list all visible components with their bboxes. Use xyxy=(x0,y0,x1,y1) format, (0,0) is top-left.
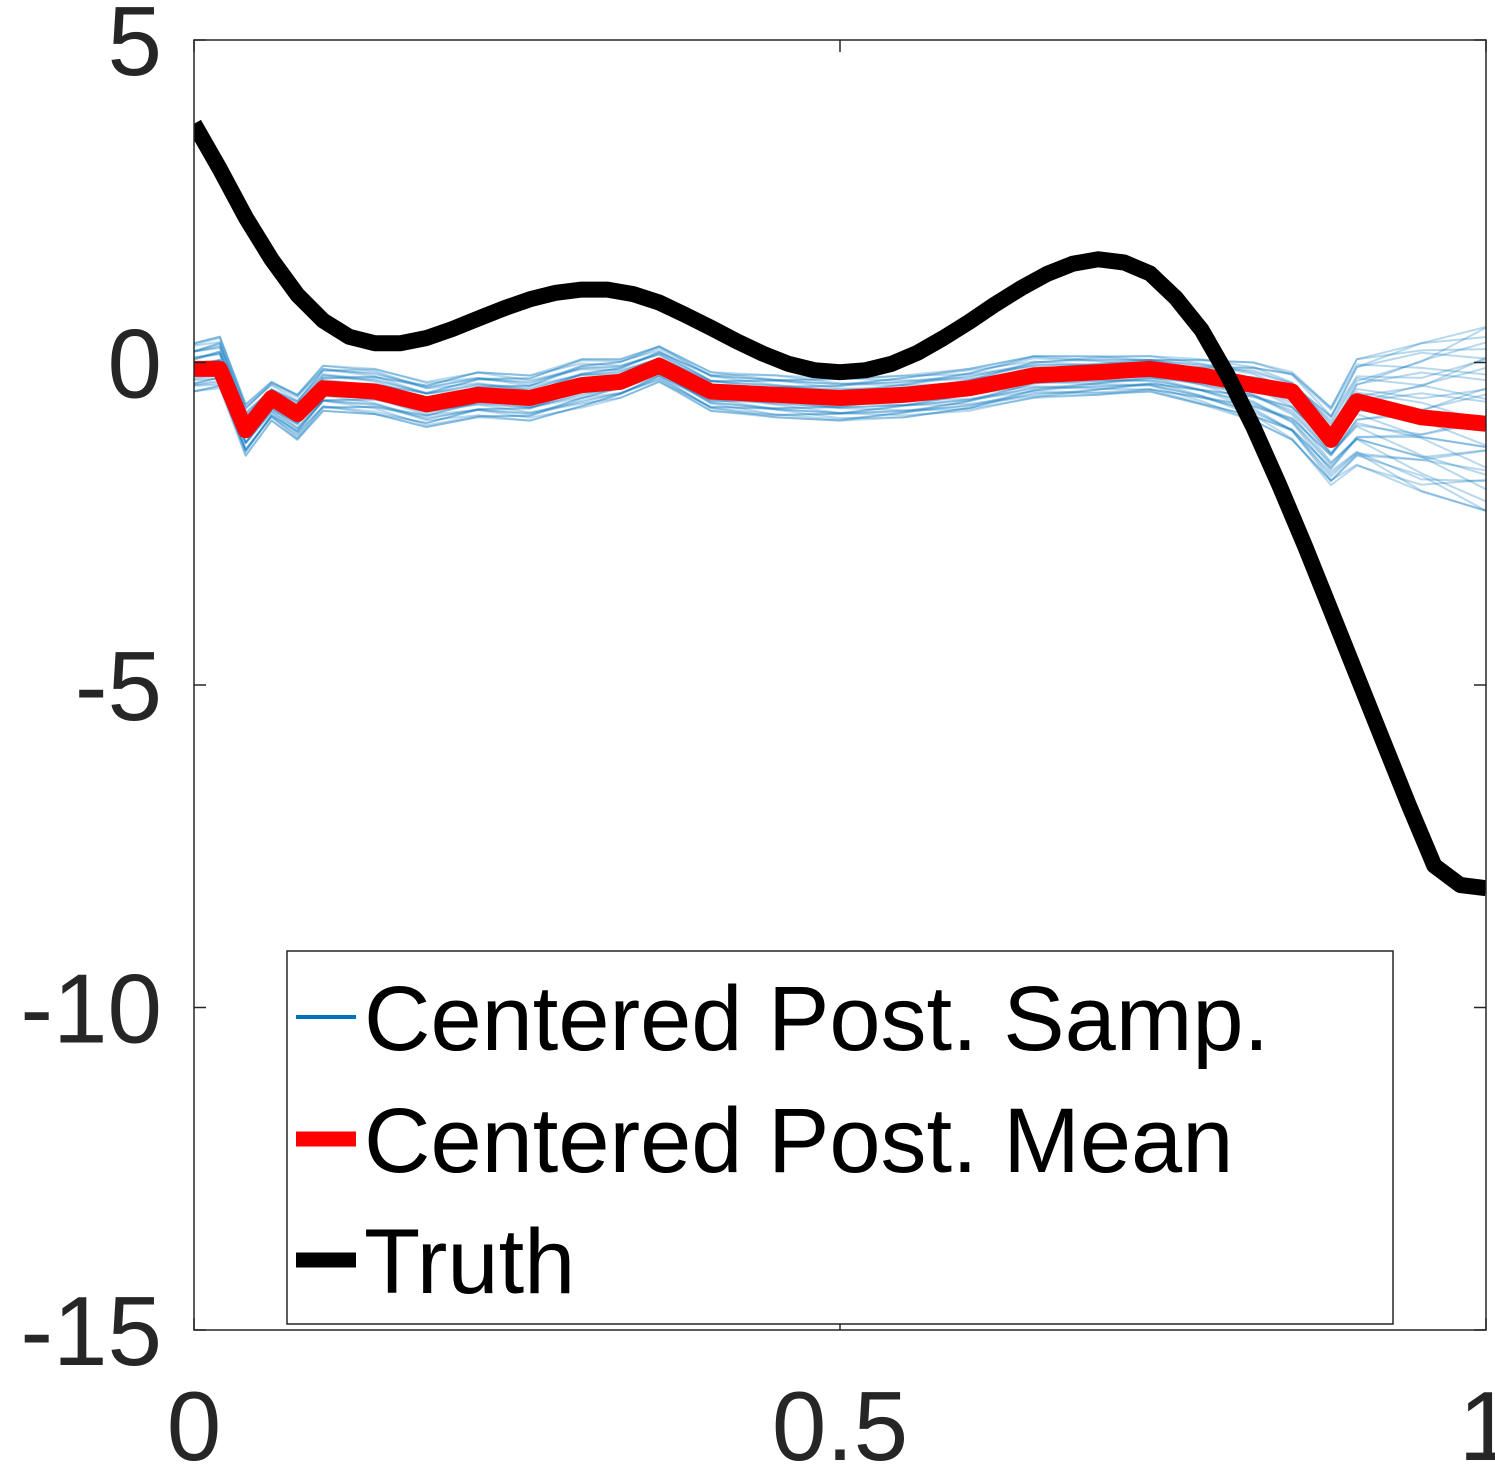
y-tick-label: -10 xyxy=(20,954,162,1064)
x-tick-label: 1 xyxy=(1459,1371,1495,1468)
legend-label-mean: Centered Post. Mean xyxy=(364,1090,1233,1192)
posterior-sample-line xyxy=(194,374,1486,483)
posterior-sample-line xyxy=(194,380,1486,487)
y-tick-label: -15 xyxy=(20,1276,162,1386)
y-tick-label: -5 xyxy=(75,631,162,741)
posterior-sample-line xyxy=(194,372,1486,503)
posterior-sample-line xyxy=(194,326,1486,425)
legend: Centered Post. Samp. Centered Post. Mean… xyxy=(286,950,1394,1325)
legend-box xyxy=(286,950,1394,1325)
series-truth xyxy=(194,119,1486,897)
series-layer xyxy=(194,119,1486,897)
tick-labels: 0 0.5 1 5 0 -5 -10 -15 xyxy=(20,0,1495,1468)
posterior-sample-line xyxy=(194,376,1486,512)
posterior-sample-line xyxy=(194,335,1486,409)
y-tick-label: 0 xyxy=(107,309,162,419)
posterior-sample-line xyxy=(194,335,1486,409)
legend-label-truth: Truth xyxy=(364,1211,575,1313)
posterior-sample-line xyxy=(194,326,1486,419)
x-tick-label: 0.5 xyxy=(772,1371,908,1468)
posterior-sample-line xyxy=(194,380,1486,512)
posterior-sample-line xyxy=(194,366,1486,476)
posterior-sample-line xyxy=(194,337,1486,411)
y-tick-label: 5 xyxy=(107,0,162,96)
posterior-sample-line xyxy=(194,371,1486,491)
posterior-sample-line xyxy=(194,379,1486,512)
series-centered-post-mean xyxy=(194,357,1486,448)
x-tick-label: 0 xyxy=(167,1371,222,1468)
posterior-sample-line xyxy=(194,374,1486,478)
legend-label-samples: Centered Post. Samp. xyxy=(364,968,1269,1070)
posterior-sample-line xyxy=(194,377,1486,483)
